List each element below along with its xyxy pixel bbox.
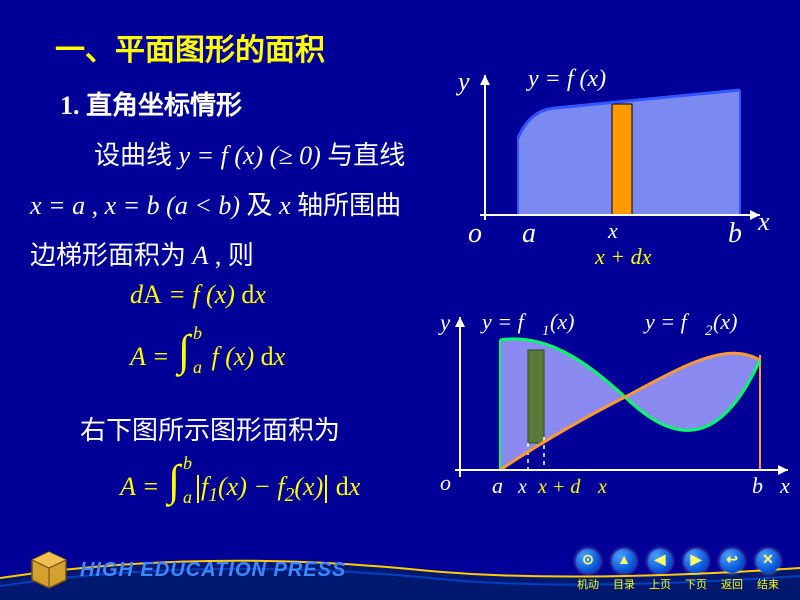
subtitle: 1. 直角坐标情形 xyxy=(60,85,242,122)
nav-label: 机动 xyxy=(577,576,599,592)
figure-2: y y = f 1 (x) y = f 2 (x) o a x x + d x … xyxy=(430,305,800,520)
brand-text: HIGH EDUCATION PRESS xyxy=(80,559,346,582)
svg-text:x: x xyxy=(597,476,607,498)
svg-text:x: x xyxy=(757,207,770,236)
svg-text:y: y xyxy=(438,310,451,335)
svg-text:b: b xyxy=(752,473,763,498)
t: y = f (x) (≥ 0) xyxy=(179,141,321,170)
svg-text:2: 2 xyxy=(705,323,713,339)
svg-text:a: a xyxy=(522,218,536,249)
t: 设曲线 xyxy=(94,141,179,170)
svg-text:x + dx: x + dx xyxy=(594,244,652,269)
main-title: 一、平面图形的面积 xyxy=(55,25,325,69)
svg-text:o: o xyxy=(440,470,451,495)
integrand: f1(x) − f2(x) xyxy=(201,472,323,501)
svg-text:y = f (x): y = f (x) xyxy=(526,66,606,92)
nav-icon: ✕ xyxy=(756,549,780,573)
svg-text:y: y xyxy=(455,67,470,96)
svg-text:y = f: y = f xyxy=(480,309,527,334)
nav-label: 下页 xyxy=(685,576,707,592)
svg-text:y = f: y = f xyxy=(643,309,690,334)
lower-bound: a xyxy=(183,487,192,508)
nav-label: 结束 xyxy=(757,576,779,592)
nav-button-目录[interactable]: ▲ 目录 xyxy=(612,549,636,592)
integral-sign: ∫ b a xyxy=(176,325,192,376)
dx: dx xyxy=(336,472,361,501)
t: 与直线 xyxy=(321,141,406,170)
body-line-3: 边梯形面积为 A , 则 xyxy=(30,235,254,272)
nav-icon: ▲ xyxy=(612,549,636,573)
t: A = xyxy=(130,342,169,371)
integrand: f (x) dx xyxy=(212,342,286,371)
nav-label: 返回 xyxy=(721,576,743,592)
nav-label: 上页 xyxy=(649,576,671,592)
t: A xyxy=(193,241,209,270)
t: x xyxy=(279,191,291,220)
lower-bound: a xyxy=(193,357,202,378)
svg-text:x: x xyxy=(607,218,618,243)
formula-A-integral: A = ∫ b a f (x) dx xyxy=(130,325,285,376)
svg-text:o: o xyxy=(468,218,482,249)
t: 边梯形面积为 xyxy=(30,241,193,270)
t: , 则 xyxy=(208,241,254,270)
nav-buttons: ⊙ 机动 ▲ 目录 ◀ 上页 ▶ 下页 ↩ 返回 ✕ 结束 xyxy=(576,549,780,592)
t: A = xyxy=(120,472,159,501)
footer-bar: HIGH EDUCATION PRESS ⊙ 机动 ▲ 目录 ◀ 上页 ▶ 下页 ↩ 返回 ✕ 结束 xyxy=(0,538,800,600)
svg-text:x: x xyxy=(779,473,790,498)
t: 轴所围曲 xyxy=(291,191,402,220)
nav-icon: ↩ xyxy=(720,549,744,573)
svg-text:1: 1 xyxy=(542,323,550,339)
body-line-2: x = a , x = b (a < b) 及 x 轴所围曲 xyxy=(30,185,401,222)
nav-label: 目录 xyxy=(613,576,635,592)
formula-dA: dA = f (x) dx xyxy=(130,280,266,310)
t: 及 xyxy=(240,191,279,220)
body-line-4: 右下图所示图形面积为 xyxy=(80,410,340,447)
t: x = a , x = b (a < b) xyxy=(30,191,240,220)
nav-button-下页[interactable]: ▶ 下页 xyxy=(684,549,708,592)
upper-bound: b xyxy=(193,323,202,344)
svg-text:x: x xyxy=(517,476,527,498)
svg-text:a: a xyxy=(492,473,503,498)
svg-text:(x): (x) xyxy=(550,309,574,334)
svg-text:x + d: x + d xyxy=(537,476,581,498)
nav-button-结束[interactable]: ✕ 结束 xyxy=(756,549,780,592)
formula-A-abs-integral: A = ∫ b a f1(x) − f2(x) dx xyxy=(120,455,360,507)
svg-text:b: b xyxy=(728,218,742,249)
integral-sign: ∫ b a xyxy=(166,455,182,506)
svg-text:(x): (x) xyxy=(713,309,737,334)
nav-icon: ◀ xyxy=(648,549,672,573)
nav-button-返回[interactable]: ↩ 返回 xyxy=(720,549,744,592)
nav-button-机动[interactable]: ⊙ 机动 xyxy=(576,549,600,592)
upper-bound: b xyxy=(183,453,192,474)
nav-icon: ▶ xyxy=(684,549,708,573)
figure-1: y y = f (x) o a b x x x + dx xyxy=(440,60,770,270)
nav-icon: ⊙ xyxy=(576,549,600,573)
slide: 一、平面图形的面积 1. 直角坐标情形 设曲线 y = f (x) (≥ 0) … xyxy=(0,0,800,600)
body-line-1: 设曲线 y = f (x) (≥ 0) 与直线 xyxy=(94,135,405,172)
crate-icon xyxy=(28,548,70,590)
nav-button-上页[interactable]: ◀ 上页 xyxy=(648,549,672,592)
